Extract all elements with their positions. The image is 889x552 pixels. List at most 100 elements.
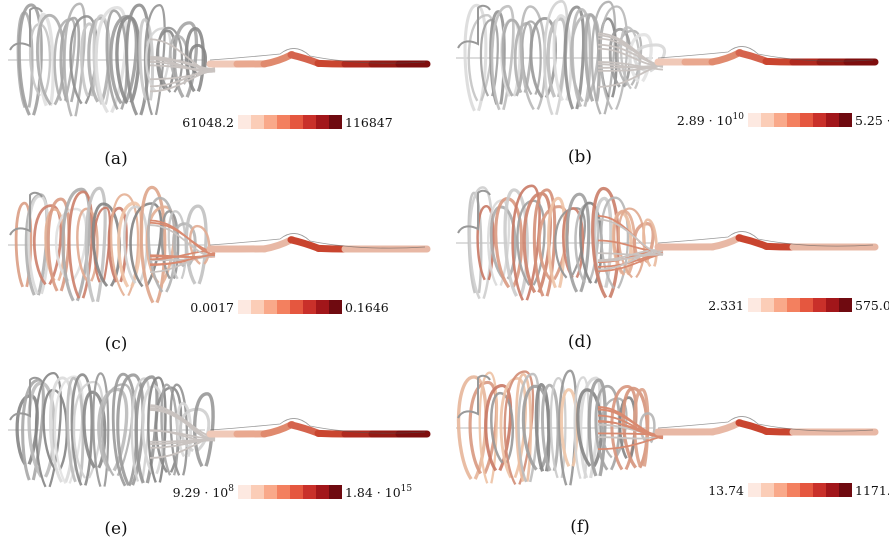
colorbar-max-label: 5.25 · 1013 (855, 112, 889, 128)
streamline (117, 201, 144, 288)
colorbar-swatch (800, 113, 813, 127)
streamline (84, 186, 107, 303)
streamline (467, 13, 495, 102)
colorbar-swatch (316, 115, 329, 129)
colorbar-swatch (290, 300, 303, 314)
colorbar-swatch (813, 113, 826, 127)
streamline (9, 6, 43, 51)
streamline (532, 188, 557, 297)
tube-outline (209, 48, 426, 64)
streamline (54, 207, 88, 282)
colorbar-swatch (774, 298, 787, 312)
panel: 2.331 575.034 (d) (456, 184, 889, 352)
colorbar-min-label: 61048.2 (182, 115, 234, 130)
colorbar-swatch (774, 483, 787, 497)
streamline (21, 378, 45, 481)
streamline (149, 57, 216, 73)
streamline (63, 2, 86, 117)
colorbar-max-label: 575.034 (855, 298, 889, 313)
colorbar-swatch (839, 483, 852, 497)
panel: 2.89 · 1010 5.25 · 1013 (b) (456, 0, 889, 167)
streamline (515, 373, 533, 483)
streamline (549, 377, 567, 479)
colorbar-swatch (329, 485, 342, 499)
colorbar-swatch (813, 298, 826, 312)
streamline (123, 205, 149, 285)
panel-label: (e) (104, 519, 127, 539)
colorbar-swatch (329, 300, 342, 314)
label-text: 1.84 · 10 (345, 485, 401, 500)
panel: 13.74 1171.80 (f) (456, 369, 889, 537)
streamline (457, 374, 491, 419)
colorbar-min-label: 13.74 (708, 483, 744, 498)
colorbar-swatch (800, 298, 813, 312)
label-text: 0.1646 (345, 300, 389, 315)
streamline (540, 383, 560, 472)
streamline (157, 26, 184, 93)
streamline (116, 373, 145, 486)
streamline (546, 17, 568, 98)
streamline (559, 388, 579, 467)
streamline (597, 432, 664, 436)
colorbar-min-label: 9.29 · 108 (173, 484, 235, 500)
panel: 61048.2 116847 (a) (8, 2, 431, 169)
colorbar-min-label: 2.331 (708, 298, 744, 313)
streamline (597, 408, 664, 439)
colorbar-swatch (303, 300, 316, 314)
colorbar-swatch (251, 300, 264, 314)
streamline (82, 390, 107, 469)
streamline (563, 5, 586, 110)
streamline (490, 391, 515, 464)
colorbar-swatch (277, 115, 290, 129)
label-text: 2.331 (708, 298, 744, 313)
label-text: 1171.80 (855, 483, 889, 498)
colorbar-swatch (303, 485, 316, 499)
colorbar-swatch (264, 300, 277, 314)
label-exponent: 10 (733, 112, 745, 122)
tube-outline (657, 231, 874, 247)
colorbar-swatch (277, 485, 290, 499)
colorbar-swatch (316, 300, 329, 314)
panel: 0.0017 0.1646 (c) (8, 185, 431, 354)
colorbar-swatch (800, 483, 813, 497)
streamline (94, 5, 128, 114)
streamline (125, 3, 151, 116)
colorbar-swatch (761, 298, 774, 312)
streamline (597, 61, 664, 71)
colorbar-swatch (264, 115, 277, 129)
streamline (9, 191, 43, 236)
label-text: 2.89 · 10 (677, 113, 733, 128)
streamline (457, 4, 491, 49)
label-text: 0.0017 (190, 300, 234, 315)
colorbar-swatch (761, 483, 774, 497)
panel: 9.29 · 108 1.84 · 1015 (e) (8, 372, 431, 539)
panel-label: (c) (105, 334, 128, 354)
streamline (138, 18, 155, 101)
streamline (59, 16, 81, 103)
streamline (149, 70, 216, 93)
streamline (597, 249, 664, 256)
streamline (457, 189, 491, 234)
colorbar-swatch (316, 485, 329, 499)
streamline (76, 207, 99, 282)
streamline (149, 254, 216, 267)
colorbar-swatch (290, 485, 303, 499)
streamline (534, 382, 551, 472)
streamline (565, 192, 591, 293)
colorbar-swatch (748, 298, 761, 312)
colorbar-swatch (787, 113, 800, 127)
colorbar-swatch (238, 300, 251, 314)
streamline (552, 14, 573, 102)
streamline (149, 64, 216, 71)
label-text: 575.034 (855, 298, 889, 313)
colorbar-max-label: 1171.80 (855, 483, 889, 498)
colorbar-swatch (748, 483, 761, 497)
streamline (456, 375, 488, 480)
colorbar-swatch (839, 298, 852, 312)
panel-label: (a) (104, 149, 127, 169)
label-text: 9.29 · 10 (173, 485, 229, 500)
panel-label: (b) (568, 147, 592, 167)
label-text: 5.25 · 10 (855, 113, 889, 128)
colorbar-swatch (787, 483, 800, 497)
streamline (34, 372, 62, 488)
